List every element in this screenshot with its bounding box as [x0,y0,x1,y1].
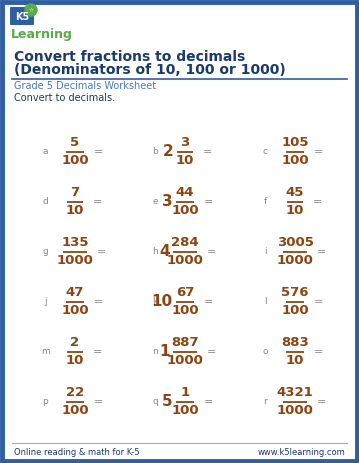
Text: 1: 1 [181,387,190,400]
Text: 5: 5 [162,394,173,409]
Text: 2: 2 [163,144,174,159]
Text: 3: 3 [162,194,173,209]
Text: b: b [152,148,158,156]
Text: 22: 22 [66,387,84,400]
Text: r: r [263,398,267,407]
Text: a: a [42,148,48,156]
Text: g: g [42,248,48,257]
Text: 10: 10 [152,294,173,309]
Circle shape [25,4,37,16]
Text: 5: 5 [70,137,80,150]
Text: ☆: ☆ [29,7,33,13]
Text: =: = [94,147,103,157]
Text: e: e [152,198,158,206]
Text: =: = [314,297,323,307]
Text: =: = [313,197,322,207]
Text: =: = [94,397,103,407]
Text: 887: 887 [171,337,199,350]
Text: q: q [152,398,158,407]
Text: 1: 1 [159,344,170,359]
Text: 67: 67 [176,287,194,300]
Text: n: n [152,348,158,357]
Text: j: j [44,298,46,307]
Text: www.k5learning.com: www.k5learning.com [257,448,345,457]
Text: d: d [42,198,48,206]
Text: p: p [42,398,48,407]
Text: 10: 10 [66,355,84,368]
Text: 100: 100 [171,205,199,218]
Text: 1000: 1000 [167,255,204,268]
Text: =: = [207,247,216,257]
Text: 100: 100 [171,405,199,418]
Text: h: h [152,248,158,257]
Text: 4: 4 [159,244,170,259]
Text: 3005: 3005 [276,237,313,250]
Text: =: = [314,147,323,157]
Text: m: m [41,348,50,357]
Text: Online reading & math for K-5: Online reading & math for K-5 [14,448,140,457]
Text: =: = [204,297,214,307]
Text: 100: 100 [171,305,199,318]
Text: =: = [317,397,327,407]
Text: 100: 100 [61,405,89,418]
Text: 44: 44 [176,187,194,200]
Text: =: = [204,397,214,407]
Text: 4321: 4321 [277,387,313,400]
Text: o: o [262,348,268,357]
Text: Grade 5 Decimals Worksheet: Grade 5 Decimals Worksheet [14,81,156,91]
Text: k: k [152,298,158,307]
Text: 576: 576 [281,287,309,300]
Text: 10: 10 [286,355,304,368]
Text: 284: 284 [171,237,199,250]
Text: =: = [203,147,213,157]
Text: 1000: 1000 [276,405,313,418]
Text: l: l [264,298,266,307]
Text: 100: 100 [61,155,89,168]
Text: =: = [314,347,323,357]
Text: 100: 100 [281,155,309,168]
Text: 10: 10 [66,205,84,218]
Text: 3: 3 [180,137,190,150]
Text: Convert fractions to decimals: Convert fractions to decimals [14,50,245,64]
Text: 1000: 1000 [57,255,93,268]
Text: i: i [264,248,266,257]
Text: 47: 47 [66,287,84,300]
Text: 10: 10 [176,155,194,168]
Text: Convert to decimals.: Convert to decimals. [14,93,115,103]
Text: =: = [204,197,214,207]
Text: 1000: 1000 [167,355,204,368]
Text: Learning: Learning [11,28,73,41]
Text: 45: 45 [286,187,304,200]
Text: 883: 883 [281,337,309,350]
Text: f: f [264,198,267,206]
Text: 10: 10 [286,205,304,218]
Text: 2: 2 [70,337,80,350]
Text: =: = [93,347,102,357]
Text: =: = [97,247,107,257]
FancyBboxPatch shape [10,7,34,25]
Text: =: = [93,197,102,207]
Text: K5: K5 [15,12,29,22]
Text: =: = [207,347,216,357]
Text: 105: 105 [281,137,309,150]
Text: =: = [317,247,327,257]
Text: 100: 100 [61,305,89,318]
Text: c: c [262,148,267,156]
Text: 1000: 1000 [276,255,313,268]
Text: =: = [94,297,103,307]
Text: 100: 100 [281,305,309,318]
Text: 135: 135 [61,237,89,250]
Text: (Denominators of 10, 100 or 1000): (Denominators of 10, 100 or 1000) [14,63,286,77]
Text: 7: 7 [70,187,80,200]
